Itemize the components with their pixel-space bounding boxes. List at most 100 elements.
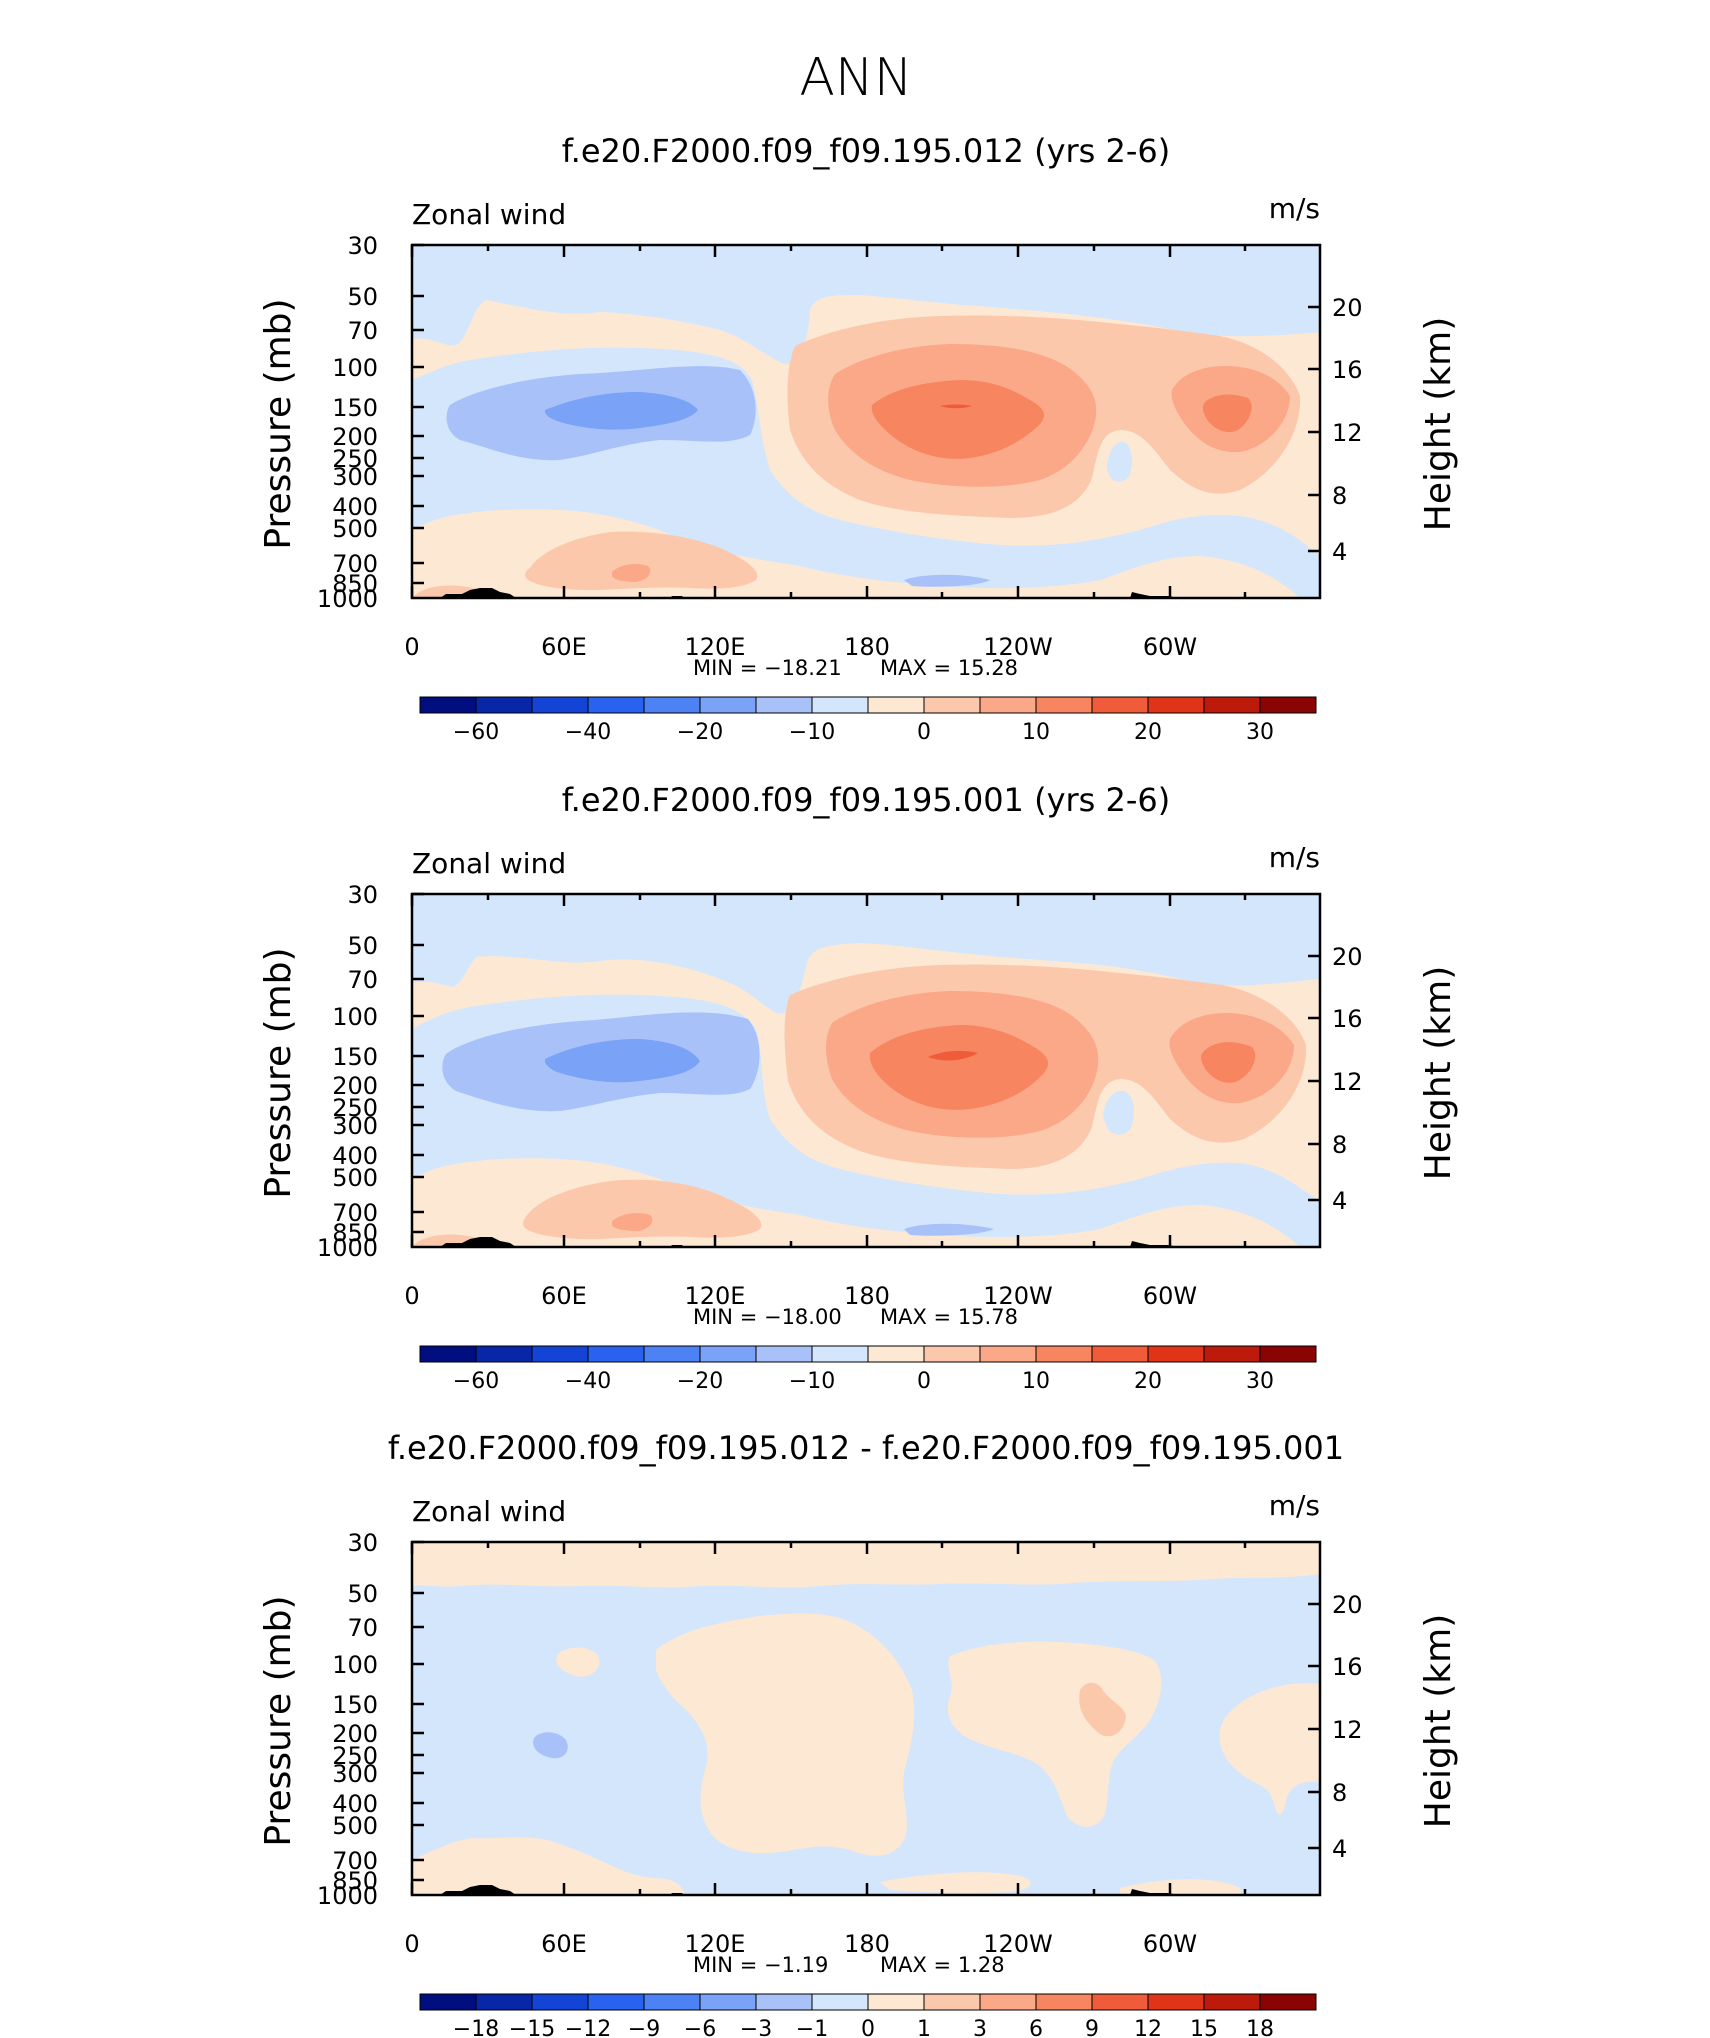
colorbar-swatch [979,696,1037,714]
colorbar-label: −9 [628,2017,660,2038]
pressure-tick-label: 850 [332,570,378,598]
pressure-tick-label: 700 [332,550,378,578]
x-tick-labels: 0 60E 120E 180 120W 60W [404,633,1197,661]
min-label: MIN = −18.21 [693,656,842,680]
max-label: MAX = 15.28 [880,656,1018,680]
colorbar-swatch [531,1993,589,2011]
height-tick-label: 16 [1332,356,1363,384]
contour-low-5 [523,1179,762,1239]
colorbar-swatch [1035,696,1093,714]
tick-marks [410,1540,1320,1895]
colorbar-swatch [1091,1345,1149,1363]
x-tick-labels: 0 60E 120E 180 120W 60W [404,1282,1197,1310]
pressure-tick-label: 30 [347,232,378,260]
pressure-tick-label: 850 [332,1219,378,1247]
height-tick-label: 20 [1332,943,1363,971]
min-label: MIN = −1.19 [693,1953,828,1977]
pressure-tick-label: 150 [332,1691,378,1719]
y-axis-label: Pressure (mb) [258,947,299,1198]
contour-pos-west-dot [556,1647,600,1677]
x-tick-labels: 0 60E 120E 180 120W 60W [404,1930,1197,1958]
colorbar-swatch [755,1345,813,1363]
colorbar-swatch [699,1345,757,1363]
panel-title: f.e20.F2000.f09_f09.195.012 - f.e20.F200… [388,1429,1344,1467]
colorbar-swatch [1259,1993,1317,2011]
colorbar-swatch [1035,1345,1093,1363]
contour-pos-lowlevel-2 [880,1872,1031,1893]
y-axis-label: Pressure (mb) [258,298,299,549]
contour-pos-lowlevel-3 [1120,1879,1242,1895]
contour-pos-west-blob [1219,1683,1320,1815]
colorbar-label: 0 [917,1369,931,1394]
pressure-tick-label: 500 [332,1812,378,1840]
colorbar-label: 18 [1246,2017,1274,2038]
units-label: m/s [1269,1489,1320,1522]
colorbar-swatch [1147,1345,1205,1363]
pressure-tick-label: 1000 [317,1882,378,1910]
colorbar-swatch [475,1993,533,2011]
height-tick-label: 8 [1332,1131,1347,1159]
pressure-tick-label: 700 [332,1199,378,1227]
colorbar-label: 1 [917,2017,931,2038]
pressure-tick-label: 70 [347,1614,378,1642]
pressure-tick-labels: 30 50 70 100 150 200 250 300 400 500 700… [317,881,378,1262]
colorbar-swatch [867,696,925,714]
colorbar-label: 30 [1246,1369,1274,1394]
x-tick-label: 60E [541,1282,587,1310]
colorbar-swatch [643,1345,701,1363]
colorbar-label: −20 [677,1369,723,1394]
height-tick-label: 4 [1332,1187,1347,1215]
colorbar-swatch [811,696,869,714]
colorbar-swatch [587,696,645,714]
height-tick-label: 8 [1332,1779,1347,1807]
colorbar-swatch [1147,1993,1205,2011]
pressure-tick-label: 100 [332,1651,378,1679]
y-axis-label-right: Height (km) [1418,317,1459,531]
colorbar-swatch [1091,1993,1149,2011]
colorbar-label: −40 [565,1369,611,1394]
height-tick-label: 20 [1332,294,1363,322]
x-tick-label: 120E [685,633,746,661]
colorbar-label: 6 [1029,2017,1043,2038]
colorbar-label: −6 [684,2017,716,2038]
x-tick-label: 60W [1143,633,1197,661]
pressure-tick-label: 150 [332,1043,378,1071]
x-tick-label: 120W [983,1930,1053,1958]
height-tick-label: 20 [1332,1591,1363,1619]
contour-neg-pocket [533,1732,568,1759]
colorbar-label: −10 [789,720,835,745]
variable-label: Zonal wind [412,1495,566,1528]
x-tick-label: 60W [1143,1282,1197,1310]
colorbar-swatch [1091,696,1149,714]
colorbar-label: 0 [917,720,931,745]
height-tick-label: 8 [1332,482,1347,510]
colorbar-label: −60 [453,1369,499,1394]
x-tick-label: 180 [844,633,890,661]
x-tick-label: 60W [1143,1930,1197,1958]
contour-pos-lowlevel [412,1837,684,1895]
pressure-tick-label: 300 [332,463,378,491]
variable-label: Zonal wind [412,847,566,880]
contour-field [412,894,1320,1247]
colorbar-label: 9 [1085,2017,1099,2038]
x-tick-label: 120E [685,1282,746,1310]
y-axis-label-right: Height (km) [1418,1614,1459,1828]
contour-pos-east [947,1641,1162,1827]
colorbar-swatch [923,696,981,714]
colorbar-label: −18 [453,2017,499,2038]
pressure-tick-label: 300 [332,1112,378,1140]
colorbar-swatch [1259,1345,1317,1363]
x-tick-label: 60E [541,1930,587,1958]
contour-pos-tropics [656,1613,915,1856]
pressure-tick-label: 30 [347,1529,378,1557]
tick-marks [410,243,1320,598]
colorbar-label: −10 [789,1369,835,1394]
colorbar-swatch [699,696,757,714]
colorbar-label: 20 [1134,720,1162,745]
pressure-tick-label: 100 [332,354,378,382]
contour-field [412,245,1320,598]
x-tick-label: 0 [404,633,419,661]
colorbar-label: 3 [973,2017,987,2038]
pressure-tick-label: 50 [347,932,378,960]
